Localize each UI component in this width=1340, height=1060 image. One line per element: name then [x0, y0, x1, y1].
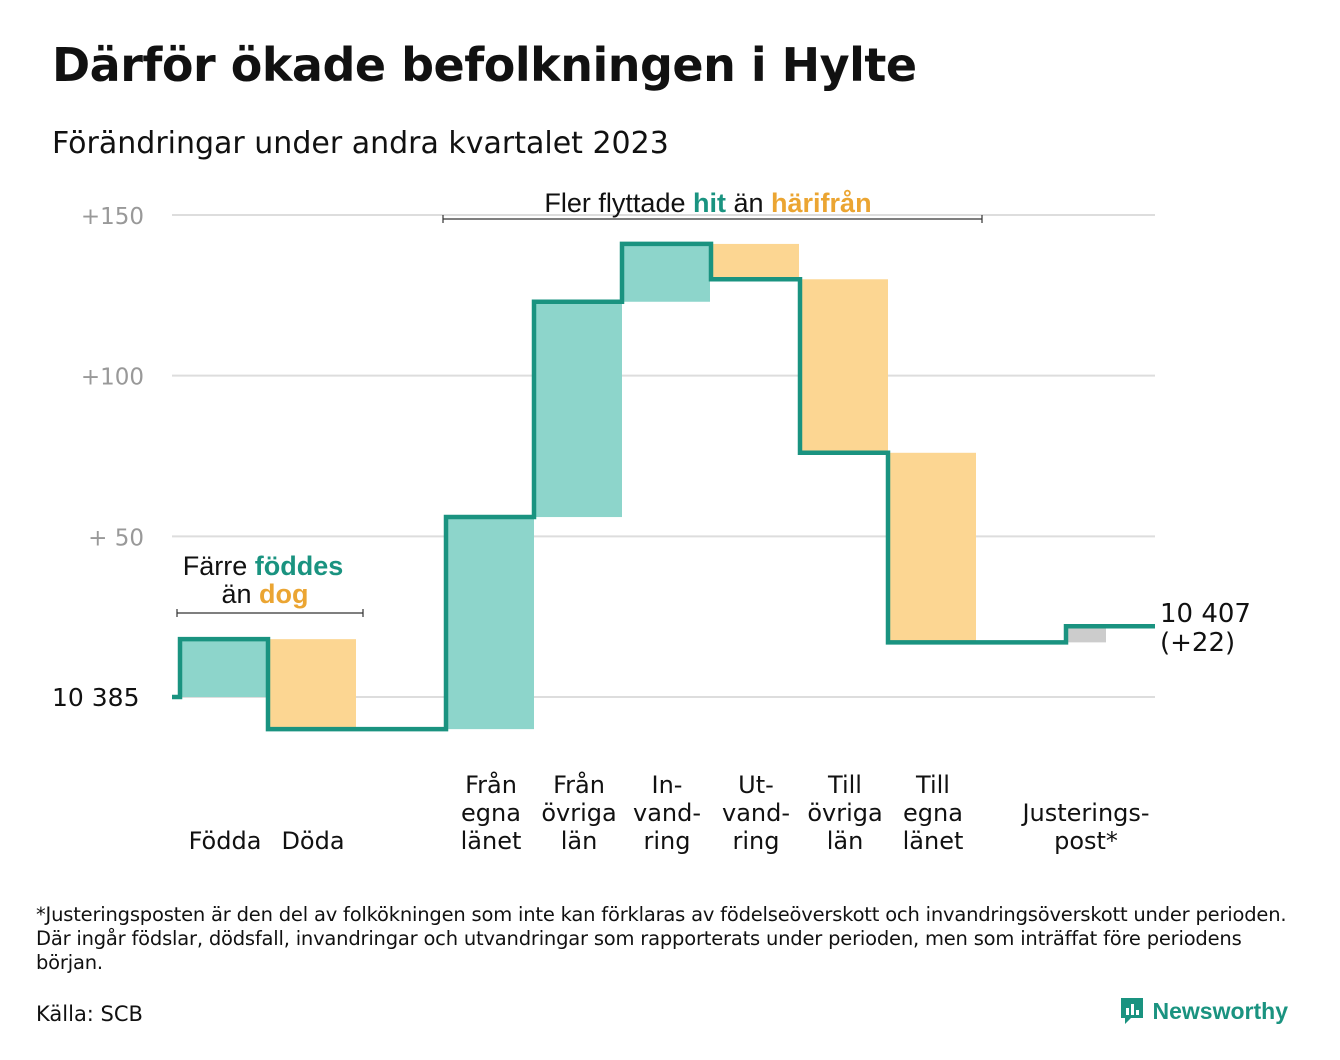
x-axis-label: Till	[915, 771, 950, 799]
annotation-migration-highlight: hit	[693, 188, 726, 218]
x-axis-label: Från	[465, 770, 517, 799]
svg-text:Färre föddes: Färre föddes	[183, 551, 344, 581]
bar-födda	[182, 639, 268, 697]
x-axis-label: länet	[903, 827, 964, 855]
x-axis-label: Födda	[189, 827, 262, 855]
x-axis-label: Från	[553, 770, 605, 799]
annotation-migration: Fler flyttade hit än härifrån	[442, 188, 983, 223]
footnote: *Justeringsposten är den del av folkökni…	[36, 903, 1287, 974]
newsworthy-logo-icon	[1120, 998, 1143, 1024]
bar-till-övriga-län	[802, 279, 888, 453]
x-axis-label: Till	[827, 771, 862, 799]
annotation-migration-bracket	[442, 215, 983, 223]
annotation-births-text: Färre	[183, 551, 255, 581]
svg-text:än dog: än dog	[221, 579, 308, 609]
annotation-births-highlight: föddes	[255, 551, 344, 581]
annotation-births: Färre föddes än dog	[176, 551, 364, 617]
x-axis-label: vand-	[633, 799, 701, 827]
x-axis-label: vand-	[722, 799, 790, 827]
y-tick-label: + 50	[88, 525, 144, 551]
bar-från-egna-länet	[448, 517, 534, 730]
chart-title: Därför ökade befolkningen i Hylte	[52, 38, 917, 92]
bar-döda	[270, 639, 356, 730]
y-tick-label: +100	[81, 365, 144, 391]
annotation-migration-text: Fler flyttade	[544, 188, 693, 218]
annotation-migration-text2: än	[726, 188, 771, 218]
bar-utvandring	[713, 243, 799, 280]
x-axis-label: övriga	[807, 799, 882, 827]
x-axis-label: egna	[461, 799, 521, 827]
end-change-label: (+22)	[1160, 628, 1235, 658]
annotation-births-highlight2: dog	[259, 579, 308, 609]
x-axis-label: Justerings-	[1020, 799, 1149, 827]
x-axis-label: Ut-	[738, 771, 774, 799]
x-axis-label: Döda	[281, 827, 344, 855]
x-axis-label: län	[561, 827, 598, 855]
bar-invandring	[624, 243, 710, 302]
x-axis-label: ring	[733, 827, 780, 855]
source-label: Källa: SCB	[36, 1002, 143, 1026]
population-step-line	[172, 241, 1155, 732]
bar-från-övriga-län	[536, 301, 622, 518]
chart-subtitle: Förändringar under andra kvartalet 2023	[52, 126, 669, 161]
x-axis-label: egna	[903, 799, 963, 827]
y-tick-label: 10 385	[52, 683, 139, 712]
annotation-births-bracket	[176, 609, 364, 617]
x-axis-label: post*	[1054, 827, 1118, 855]
x-axis-label: övriga	[541, 799, 616, 827]
svg-text:Fler flyttade hit än härifrån: Fler flyttade hit än härifrån	[544, 188, 871, 218]
annotation-births-text2: än	[221, 579, 259, 609]
bar-till-egna-länet	[890, 452, 976, 643]
x-axis-label: länet	[461, 827, 522, 855]
y-tick-label: +150	[81, 204, 144, 230]
annotation-migration-highlight2: härifrån	[771, 188, 872, 218]
x-axis-label: ring	[644, 827, 691, 855]
bar-justeringspost	[1066, 626, 1106, 643]
x-axis-label: län	[827, 827, 864, 855]
x-axis-label: In-	[652, 771, 683, 799]
end-value-label: 10 407	[1160, 599, 1251, 629]
brand-logo: Newsworthy	[1119, 996, 1288, 1026]
brand-name: Newsworthy	[1152, 997, 1288, 1024]
